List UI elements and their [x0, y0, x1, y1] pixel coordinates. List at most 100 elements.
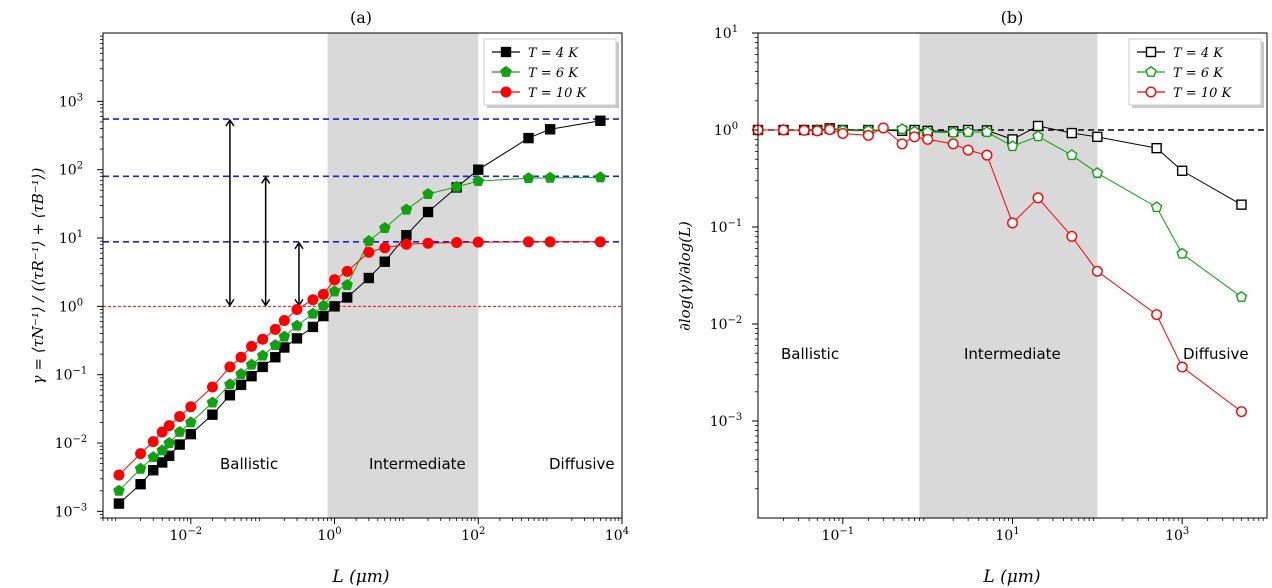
data-point [147, 436, 159, 448]
data-point [981, 149, 993, 161]
data-point [947, 138, 959, 150]
data-point [148, 465, 159, 476]
double-arrow-2 [261, 175, 271, 307]
data-point [1066, 230, 1078, 242]
data-point [778, 124, 790, 136]
data-point [329, 274, 341, 286]
data-point [379, 242, 391, 254]
data-point [341, 278, 353, 290]
panel-label: (a) [350, 8, 372, 27]
data-point [981, 126, 993, 138]
data-point [235, 351, 247, 363]
legend-marker [500, 46, 512, 58]
region-label-intermediate: Intermediate [369, 455, 466, 473]
data-point [269, 339, 282, 351]
panel-label: (b) [1001, 8, 1024, 27]
data-point [1176, 247, 1188, 259]
data-point [363, 235, 375, 247]
y-tick-label: 101 [714, 24, 738, 42]
legend-label: T = 6 K [1173, 66, 1224, 81]
panel-b: 10−1 101 103 10−3 10−2 10−1 100 101 Ballistic I… [676, 8, 1268, 587]
data-point [270, 352, 281, 363]
data-point [341, 292, 353, 303]
data-point [307, 307, 319, 319]
data-point [206, 396, 219, 408]
data-point [824, 124, 836, 136]
data-point [962, 144, 974, 156]
data-point [909, 131, 921, 143]
legend-label: T = 4 K [528, 46, 579, 61]
x-axis-label: L (μm) [982, 567, 1040, 587]
data-point [422, 187, 434, 199]
x-axis-label: L (μm) [331, 567, 389, 587]
data-point [257, 361, 268, 373]
data-point [224, 361, 236, 373]
data-point [544, 236, 556, 248]
y-tick-label: 10−3 [55, 502, 88, 520]
data-point [896, 123, 908, 135]
data-point [174, 410, 186, 422]
region-label-ballistic: Ballistic [781, 345, 839, 363]
data-point [379, 256, 390, 267]
data-point [1092, 131, 1103, 143]
y-axis-label: ∂log(γ)/∂log(L) [676, 221, 694, 331]
legend-entry-2: T = 6 K [1137, 65, 1224, 81]
data-point [135, 478, 146, 490]
legend-entry-2: T = 6 K [492, 65, 579, 81]
region-label-diffusive: Diffusive [1183, 345, 1249, 363]
data-point [473, 164, 484, 175]
data-point [235, 379, 247, 391]
data-point [329, 301, 340, 312]
x-tick-label: 103 [1165, 526, 1189, 544]
data-point [163, 450, 175, 462]
data-point [1151, 142, 1162, 154]
data-point [135, 448, 147, 460]
data-point [811, 125, 823, 137]
y-tick-label: 10−1 [55, 366, 88, 384]
data-point [1235, 406, 1247, 418]
double-arrow-1 [225, 118, 235, 307]
y-tick-label: 101 [59, 229, 83, 247]
data-point [837, 128, 849, 140]
legend: T = 4 K T = 6 K T = 10 K [1128, 38, 1264, 108]
data-point [134, 462, 147, 474]
axes-frame [102, 32, 623, 519]
data-point [224, 390, 236, 401]
data-point [1151, 309, 1163, 321]
x-tick-label: 10−2 [170, 526, 203, 544]
data-point [422, 237, 434, 249]
data-point [113, 484, 125, 496]
y-tick-label: 10−1 [710, 218, 743, 236]
data-point [269, 323, 281, 335]
data-point [1235, 290, 1248, 302]
data-point [156, 444, 168, 456]
gap-arrows [225, 118, 304, 307]
data-point [163, 436, 175, 448]
x-tick-label: 104 [605, 526, 629, 544]
data-point [147, 451, 160, 463]
legend-label: T = 10 K [1173, 86, 1233, 101]
data-point [174, 439, 185, 450]
series-line [118, 176, 601, 492]
data-point [401, 229, 412, 241]
data-point [224, 378, 236, 390]
region-label-intermediate: Intermediate [964, 345, 1061, 363]
data-point [1007, 217, 1019, 229]
legend-marker [1145, 46, 1157, 58]
data-point [317, 288, 329, 300]
legend-label: T = 10 K [528, 86, 588, 101]
data-point [246, 371, 257, 382]
data-point [291, 319, 303, 331]
data-point [379, 221, 391, 233]
data-point [279, 342, 290, 353]
series-1 [113, 115, 606, 509]
region-label-ballistic: Ballistic [220, 455, 278, 473]
data-point [307, 294, 319, 306]
y-tick-label: 10−3 [710, 412, 743, 430]
data-point [422, 206, 434, 218]
data-point [363, 272, 375, 284]
intermediate-shaded-region [327, 33, 479, 518]
series-3 [113, 236, 606, 481]
y-axis-label: γ = ⟨τN⁻¹⟩ / (⟨τR⁻¹⟩ + ⟨τB⁻¹⟩) [29, 168, 47, 385]
